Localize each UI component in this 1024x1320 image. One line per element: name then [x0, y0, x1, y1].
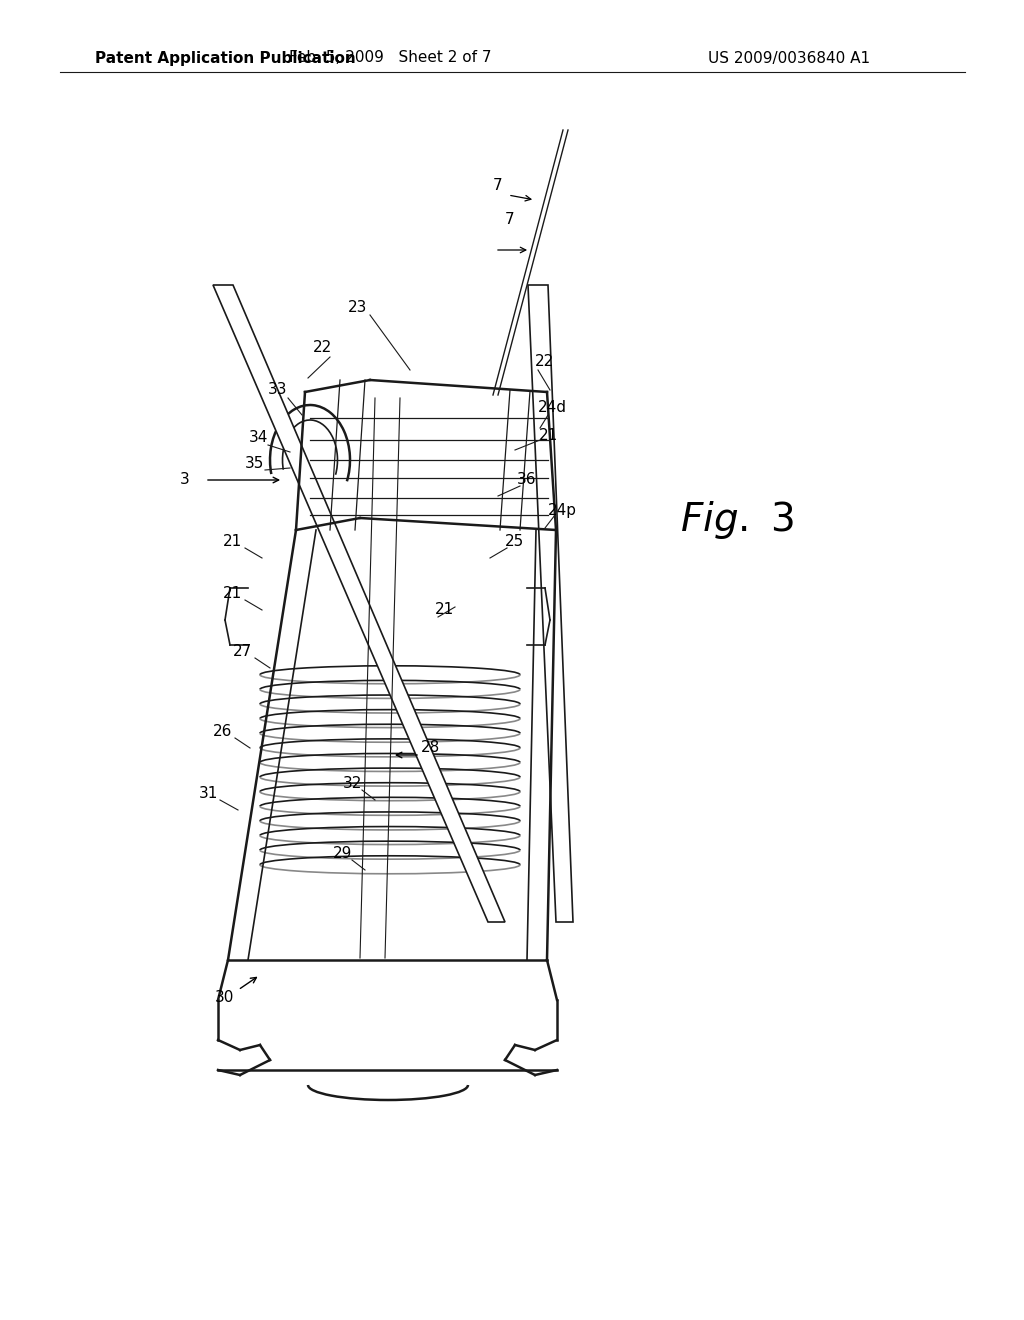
Text: 23: 23	[348, 301, 368, 315]
Text: 21: 21	[223, 535, 243, 549]
Text: 29: 29	[334, 846, 352, 861]
Text: Patent Application Publication: Patent Application Publication	[95, 50, 355, 66]
Text: 21: 21	[223, 586, 243, 602]
Text: 21: 21	[539, 428, 558, 442]
Polygon shape	[213, 285, 505, 921]
Text: US 2009/0036840 A1: US 2009/0036840 A1	[708, 50, 870, 66]
Text: 24d: 24d	[538, 400, 566, 416]
Text: 3: 3	[180, 473, 189, 487]
Text: 21: 21	[435, 602, 455, 618]
Text: 34: 34	[248, 430, 267, 446]
Text: 26: 26	[213, 723, 232, 738]
Text: 33: 33	[268, 383, 288, 397]
Text: 25: 25	[506, 535, 524, 549]
Text: 36: 36	[517, 473, 537, 487]
Text: 24p: 24p	[548, 503, 577, 517]
Text: 22: 22	[312, 341, 332, 355]
Text: 22: 22	[536, 355, 555, 370]
Text: 32: 32	[343, 776, 362, 791]
Text: $\mathit{Fig.\ 3}$: $\mathit{Fig.\ 3}$	[680, 499, 794, 541]
Text: 30: 30	[215, 990, 234, 1006]
Text: 7: 7	[494, 177, 503, 193]
Text: Feb. 5, 2009   Sheet 2 of 7: Feb. 5, 2009 Sheet 2 of 7	[289, 50, 492, 66]
Text: 35: 35	[246, 455, 264, 470]
Text: 7: 7	[505, 213, 515, 227]
Text: 31: 31	[199, 785, 218, 800]
Text: 27: 27	[233, 644, 253, 659]
Polygon shape	[528, 285, 573, 921]
Text: 28: 28	[421, 741, 439, 755]
